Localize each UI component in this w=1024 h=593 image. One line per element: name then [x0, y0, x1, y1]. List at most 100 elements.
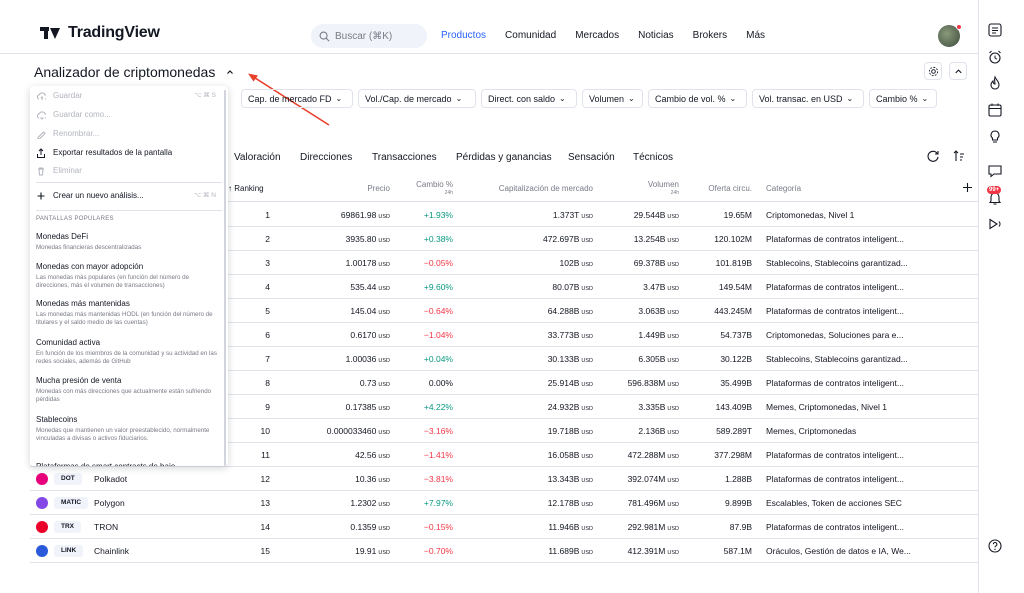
chat-icon[interactable] — [987, 163, 1003, 179]
cell-market-cap: 11.689B USD — [490, 539, 593, 563]
tab-direcciones[interactable]: Direcciones — [300, 152, 353, 163]
nav-item-m-s[interactable]: Más — [746, 30, 766, 41]
top-header: TradingView Productos Comunidad Mercados No… — [0, 0, 978, 54]
col-volumen[interactable]: Volumen 24h — [647, 180, 679, 196]
menu-item-create-new[interactable]: Crear un nuevo análisis... ⌥ ⌘ N — [30, 187, 228, 205]
table-row[interactable]: 4 535.44 USD +9.60% 80.07B USD 3.47B USD 149.54M… — [30, 275, 978, 299]
add-column-icon[interactable] — [962, 182, 973, 193]
filter-chip-6[interactable]: Cambio % ⌄ — [869, 89, 937, 108]
popular-screen-item-partial[interactable]: Plataformas de smart contracts de bajo..… — [36, 461, 222, 466]
table-row[interactable]: 2 3935.80 USD +0.38% 472.697B USD 13.254B USD 12… — [30, 227, 978, 251]
menu-item-label: Guardar — [53, 91, 83, 100]
calendar-icon[interactable] — [987, 102, 1003, 118]
filter-chip-0[interactable]: Cap. de mercado FD ⌄ — [241, 89, 353, 108]
menu-item-guardar-como: Guardar como... — [30, 106, 228, 124]
table-row[interactable]: 10 0.000033460 USD −3.16% 19.718B USD 2.136B US… — [30, 419, 978, 443]
cell-supply: 19.65M — [723, 210, 752, 220]
table-row[interactable]: 11 42.56 USD −1.41% 16.058B USD 472.288M USD 377… — [30, 443, 978, 467]
table-row[interactable]: 1 69861.98 USD +1.93% 1.373T USD 29.544B USD 19.… — [30, 203, 978, 227]
currency-unit: USD — [378, 406, 390, 412]
tab-sensaci-n[interactable]: Sensación — [568, 152, 615, 163]
volume-value: 3.335B — [638, 402, 666, 412]
cell-supply: 1.288B — [725, 474, 752, 484]
nav-item-mercados[interactable]: Mercados — [575, 30, 620, 41]
fire-icon[interactable] — [987, 75, 1003, 91]
currency-unit: USD — [378, 358, 390, 364]
tab-valoraci-n[interactable]: Valoración — [234, 152, 281, 163]
filter-chip-4[interactable]: Cambio de vol. % ⌄ — [648, 89, 747, 108]
cell-supply: 443.245M — [714, 306, 752, 316]
col-precio[interactable]: Precio — [367, 184, 390, 193]
currency-unit: USD — [581, 502, 593, 508]
table-row[interactable]: 9 0.17385 USD +4.22% 24.932B USD 3.335B USD 143.… — [30, 395, 978, 419]
filter-chip-3[interactable]: Volumen ⌄ — [582, 89, 643, 108]
search-input[interactable] — [335, 30, 421, 42]
popular-screen-item[interactable]: Monedas con mayor adopción Las monedas má… — [36, 261, 222, 290]
coin-name[interactable]: Polygon — [94, 498, 125, 508]
currency-unit: USD — [667, 358, 679, 364]
page-title[interactable]: Analizador de criptomonedas — [34, 64, 216, 80]
cell-change: −0.15% — [423, 522, 453, 532]
volume-value: 29.544B — [633, 210, 666, 220]
menu-scrollbar[interactable] — [224, 90, 226, 466]
filter-chip-1[interactable]: Vol./Cap. de mercado ⌄ — [358, 89, 476, 108]
tab-t-cnicos[interactable]: Técnicos — [633, 152, 674, 163]
nav-item-comunidad[interactable]: Comunidad — [505, 30, 557, 41]
play-icon[interactable] — [987, 216, 1003, 232]
popular-screen-item[interactable]: Comunidad activa En función de los miembr… — [36, 337, 222, 366]
currency-unit: USD — [378, 262, 390, 268]
popular-screen-item[interactable]: Monedas DeFi Monedas financieras descentr… — [36, 231, 222, 252]
collapse-button[interactable] — [949, 62, 967, 80]
search-box[interactable] — [311, 24, 427, 48]
table-row[interactable]: LINK Chainlink 15 19.91 USD −0.70% 11.689B USD 4… — [30, 539, 978, 563]
popular-screen-item[interactable]: Mucha presión de venta Monedas con más di… — [36, 375, 222, 404]
tradingview-logo[interactable]: TradingView — [40, 24, 160, 42]
alarm-clock-icon[interactable] — [987, 49, 1003, 65]
table-row[interactable]: 5 145.04 USD −0.64% 64.288B USD 3.063B USD 443.2… — [30, 299, 978, 323]
cell-volume: 3.47B USD — [600, 275, 679, 299]
help-icon[interactable] — [987, 538, 1003, 554]
tab-transacciones[interactable]: Transacciones — [372, 152, 437, 163]
table-row[interactable]: 6 0.6170 USD −1.04% 33.773B USD 1.449B USD 54.73… — [30, 323, 978, 347]
currency-unit: USD — [667, 310, 679, 316]
col-ranking[interactable]: ↑ Ranking — [228, 184, 264, 193]
col-cambio[interactable]: Cambio % 24h — [416, 180, 453, 196]
chevron-up-icon[interactable] — [226, 68, 234, 76]
table-row[interactable]: 8 0.73 USD 0.00% 25.914B USD 596.838M USD 35.499… — [30, 371, 978, 395]
filter-chip-5[interactable]: Vol. transac. en USD ⌄ — [752, 89, 864, 108]
table-row[interactable]: TRX TRON 14 0.1359 USD −0.15% 11.946B USD 292.98… — [30, 515, 978, 539]
table-row[interactable]: DOT Polkadot 12 10.36 USD −3.81% 13.343B USD 392… — [30, 467, 978, 491]
table-row[interactable]: MATIC Polygon 13 1.2302 USD +7.97% 12.178B USD 7… — [30, 491, 978, 515]
tab-p-rdidas-y-ganancias[interactable]: Pérdidas y ganancias — [456, 152, 552, 163]
nav-item-brokers[interactable]: Brokers — [692, 30, 728, 41]
filter-chip-label: Cambio % — [876, 93, 918, 104]
refresh-button[interactable] — [926, 149, 944, 167]
table-row[interactable]: 7 1.00036 USD +0.04% 30.133B USD 6.305B USD 30.1… — [30, 347, 978, 371]
volume-value: 69.378B — [633, 258, 666, 268]
col-categoria[interactable]: Categoría — [766, 184, 802, 193]
col-oferta[interactable]: Oferta circu. — [708, 184, 752, 193]
filter-chip-2[interactable]: Direct. con saldo ⌄ — [481, 89, 577, 108]
settings-button[interactable] — [924, 62, 942, 80]
coin-name[interactable]: Chainlink — [94, 546, 129, 556]
popular-screen-title: Monedas más mantenidas — [36, 299, 130, 308]
popular-screen-title: Mucha presión de venta — [36, 376, 122, 385]
currency-unit: USD — [378, 502, 390, 508]
volume-value: 392.074M — [627, 474, 666, 484]
avatar[interactable] — [938, 24, 962, 47]
nav-item-noticias[interactable]: Noticias — [638, 30, 674, 41]
menu-shortcut: ⌥ ⌘ S — [194, 92, 216, 99]
nav-item-productos[interactable]: Productos — [441, 30, 487, 41]
popular-screen-item[interactable]: Stablecoins Monedas que mantienen un valo… — [36, 414, 222, 443]
col-capitalizacion[interactable]: Capitalización de mercado — [498, 184, 593, 193]
popular-screen-item[interactable]: Monedas más mantenidas Las monedas más ma… — [36, 298, 222, 327]
coin-name[interactable]: TRON — [94, 522, 119, 532]
row-divider — [30, 322, 978, 323]
lightbulb-icon[interactable] — [987, 129, 1003, 145]
sort-button[interactable] — [952, 149, 970, 167]
menu-item-exportar-resultados-de-la-pantalla[interactable]: Exportar resultados de la pantalla — [30, 144, 228, 162]
table-row[interactable]: 3 1.00178 USD −0.05% 102B USD 69.378B USD 101.81… — [30, 251, 978, 275]
coin-name[interactable]: Polkadot — [94, 474, 128, 484]
watchlist-icon[interactable] — [987, 22, 1003, 38]
market-cap-value: 11.689B — [548, 546, 580, 556]
